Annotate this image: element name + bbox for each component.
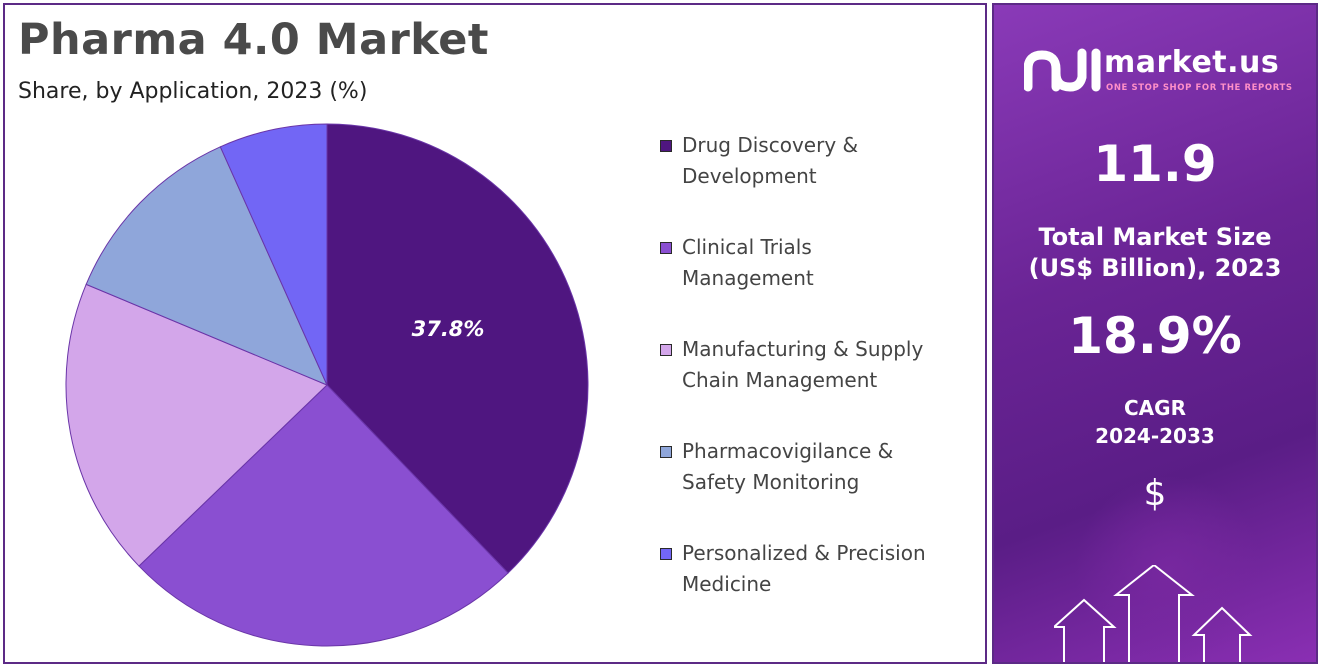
legend-label: Drug Discovery & Development bbox=[682, 130, 972, 192]
chart-subtitle: Share, by Application, 2023 (%) bbox=[18, 79, 368, 104]
legend-item: Manufacturing & Supply Chain Management bbox=[660, 334, 980, 436]
chart-legend: Drug Discovery & Development Clinical Tria… bbox=[660, 130, 980, 640]
pie-data-label: 37.8% bbox=[412, 317, 485, 341]
pie-slice bbox=[219, 123, 328, 386]
legend-swatch bbox=[660, 548, 672, 560]
chart-title: Pharma 4.0 Market bbox=[18, 15, 489, 65]
legend-label: Personalized & Precision Medicine bbox=[682, 538, 972, 600]
legend-swatch bbox=[660, 140, 672, 152]
legend-item: Pharmacovigilance & Safety Monitoring bbox=[660, 436, 980, 538]
legend-swatch bbox=[660, 344, 672, 356]
legend-label: Pharmacovigilance & Safety Monitoring bbox=[682, 436, 972, 498]
market-size-value: 11.9 bbox=[1093, 135, 1217, 193]
legend-label-line: Safety Monitoring bbox=[682, 470, 860, 494]
brand-name: market.us bbox=[1104, 45, 1280, 80]
market-size-label-line1: Total Market Size bbox=[1038, 223, 1272, 251]
legend-swatch bbox=[660, 242, 672, 254]
legend-item: Personalized & Precision Medicine bbox=[660, 538, 980, 640]
legend-item: Clinical Trials Management bbox=[660, 232, 980, 334]
brand-logo: market.us ONE STOP SHOP FOR THE REPORTS bbox=[1024, 43, 1294, 103]
legend-label-line: Pharmacovigilance & bbox=[682, 439, 894, 463]
cagr-label: CAGR bbox=[1124, 396, 1186, 420]
legend-label: Manufacturing & Supply Chain Management bbox=[682, 334, 972, 396]
legend-label-line: Chain Management bbox=[682, 368, 878, 392]
legend-label-line: Personalized & Precision bbox=[682, 541, 926, 565]
dollar-icon: $ bbox=[1143, 473, 1167, 514]
pie-slice bbox=[326, 123, 589, 574]
summary-sidebar: market.us ONE STOP SHOP FOR THE REPORTS … bbox=[992, 3, 1318, 664]
legend-label-line: Development bbox=[682, 164, 817, 188]
chart-panel: Pharma 4.0 Market Share, by Application,… bbox=[3, 3, 987, 664]
cagr-period: 2024-2033 bbox=[1095, 424, 1215, 448]
legend-label-line: Medicine bbox=[682, 572, 772, 596]
pie-slice bbox=[85, 146, 328, 386]
legend-swatch bbox=[660, 446, 672, 458]
market-size-label-line2: (US$ Billion), 2023 bbox=[1028, 254, 1282, 282]
legend-label-line: Management bbox=[682, 266, 814, 290]
market-us-logo-icon bbox=[1024, 48, 1101, 92]
background-glow bbox=[1074, 475, 1264, 662]
legend-label: Clinical Trials Management bbox=[682, 232, 972, 294]
cagr-value: 18.9% bbox=[1068, 307, 1242, 365]
legend-label-line: Clinical Trials bbox=[682, 235, 812, 259]
pie-slice bbox=[65, 283, 328, 567]
brand-tagline: ONE STOP SHOP FOR THE REPORTS bbox=[1106, 83, 1293, 93]
legend-label-line: Drug Discovery & bbox=[682, 133, 859, 157]
legend-label-line: Manufacturing & Supply bbox=[682, 337, 924, 361]
growth-arrows-icon bbox=[1054, 565, 1253, 662]
pie-chart: 37.8% bbox=[65, 123, 589, 647]
pie-slice bbox=[138, 384, 509, 647]
legend-item: Drug Discovery & Development bbox=[660, 130, 980, 232]
